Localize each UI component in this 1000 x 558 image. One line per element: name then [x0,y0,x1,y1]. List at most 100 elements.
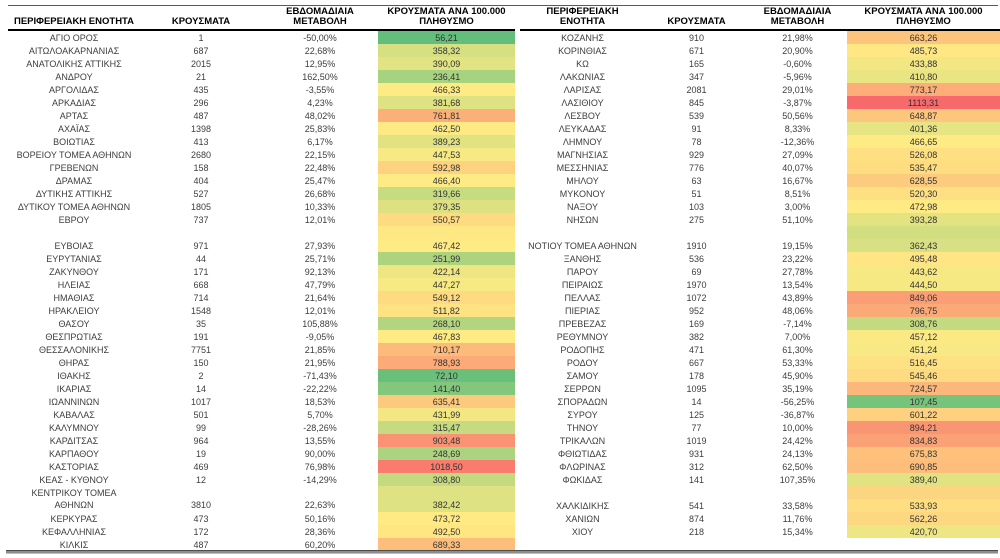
cell-cases: 671 [688,45,705,56]
cell-weekly-change: 25,47% [304,175,336,186]
cell-rate-per-100k: 251,99 [378,252,515,265]
cell-cases: 473 [193,513,209,524]
cell-rate-per-100k: 849,06 [847,291,1000,304]
cell-cases: 929 [688,149,705,160]
cell-cases: 51 [691,188,702,199]
cell-region: ΤΡΙΚΑΛΩΝ [559,435,606,446]
cell-rate-per-100k: 107,45 [847,395,1000,408]
cell-region: ΧΙΟΥ [571,526,594,537]
cell-cases: 971 [193,240,209,251]
cell-cases: 737 [193,214,209,225]
cell-weekly-change: 22,68% [304,45,336,56]
cell-rate-per-100k: 520,30 [847,187,1000,200]
cell-region: ΣΕΡΡΩΝ [564,383,601,394]
cell-rate-per-100k: 533,93 [847,499,1000,512]
spacer-cell [262,226,378,239]
cell-rate-per-100k: 410,80 [847,70,1000,83]
cell-weekly-change: 11,76% [782,513,813,524]
cell-cases: 1548 [190,305,212,316]
cell-weekly-change: -50,00% [303,32,337,43]
cell-cases: 78 [691,136,702,147]
cell-cases: 158 [193,162,209,173]
cell-cases: 296 [193,97,209,108]
cell-region: ΛΗΜΝΟΥ [562,136,603,147]
cell-region: ΑΡΓΟΛΙΔΑΣ [49,84,99,95]
cell-region: ΕΥΒΟΙΑΣ [54,240,94,251]
top-border-line [8,5,998,6]
cell-region: ΡΟΔΟΠΗΣ [560,344,605,355]
cell-region: ΡΕΘΥΜΝΟΥ [556,331,609,342]
cell-rate-per-100k: 447,53 [378,148,515,161]
cell-rate-per-100k: 467,83 [378,330,515,343]
cell-cases: 171 [193,266,209,277]
cell-region: ΜΗΛΟΥ [566,175,599,186]
spacer-rate-cell [378,226,515,239]
cell-region: ΠΡΕΒΕΖΑΣ [558,318,607,329]
spacer-cell [645,486,748,499]
cell-cases: 435 [193,84,209,95]
cell-region: ΙΚΑΡΙΑΣ [56,383,92,394]
cell-rate-per-100k: 236,41 [378,70,515,83]
cell-region: ΣΠΟΡΑΔΩΝ [557,396,608,407]
spacer-cell [748,486,847,499]
bottom-border-line [6,550,998,554]
cell-rate-per-100k: 788,93 [378,356,515,369]
cell-weekly-change: 48,02% [304,110,336,121]
cell-cases: 77 [691,422,702,433]
cell-rate-per-100k: 1018,50 [378,460,515,473]
cell-region: ΕΒΡΟΥ [58,214,90,225]
cell-weekly-change: 92,13% [304,266,336,277]
cell-weekly-change: 162,50% [302,71,338,82]
cell-cases: 2680 [190,149,212,160]
column-header-weekly-change: ΕΒΔΟΜΑΔΙΑΙΑ ΜΕΤΑΒΟΛΗ [262,6,378,31]
cell-region: ΤΗΝΟΥ [566,422,599,433]
cell-region: ΣΑΜΟΥ [566,370,599,381]
cell-weekly-change: 6,17% [307,136,333,147]
cell-rate-per-100k: 689,33 [378,538,515,551]
cell-weekly-change: 61,30% [782,344,813,355]
cell-rate-per-100k: 56,21 [378,31,515,44]
cell-cases: 141 [688,474,705,485]
cell-cases: 275 [688,214,705,225]
cell-rate-per-100k: 511,82 [378,304,515,317]
cell-rate-per-100k: 362,43 [847,239,1000,252]
cell-rate-per-100k: 381,68 [378,96,515,109]
cell-weekly-change: 27,09% [782,149,813,160]
cell-cases: 931 [688,448,705,459]
cell-rate-per-100k: 492,50 [378,525,515,538]
cell-cases: 63 [691,175,702,186]
cell-cases: 668 [193,279,209,290]
cell-weekly-change: -5,96% [783,71,812,82]
cell-region: ΦΩΚΙΔΑΣ [562,474,603,485]
cell-cases: 69 [691,266,702,277]
cell-cases: 910 [688,32,705,43]
cell-region: ΑΡΚΑΔΙΑΣ [51,97,97,108]
cell-cases: 687 [193,45,209,56]
spacer-cell [645,226,748,239]
cell-cases: 44 [195,253,206,264]
cell-rate-per-100k: 628,55 [847,174,1000,187]
cell-weekly-change: 48,06% [782,305,813,316]
cell-region: ΛΕΣΒΟΥ [564,110,601,121]
cell-region: ΚΑΡΔΙΤΣΑΣ [49,435,99,446]
cell-rate-per-100k: 473,72 [378,512,515,525]
cell-rate-per-100k: 447,27 [378,278,515,291]
cell-region: ΚΑΛΥΜΝΟΥ [48,422,100,433]
cell-cases: 165 [688,58,705,69]
cell-weekly-change: 18,53% [304,396,336,407]
cell-weekly-change: 53,33% [782,357,813,368]
cell-rate-per-100k: 724,57 [847,382,1000,395]
cell-weekly-change: -28,26% [303,422,337,433]
cell-weekly-change: 23,22% [782,253,813,264]
cell-weekly-change: 26,68% [304,188,336,199]
spacer-cell [8,226,140,239]
cell-rate-per-100k: 431,99 [378,408,515,421]
cell-rate-per-100k: 379,35 [378,200,515,213]
cell-region: ΞΑΝΘΗΣ [563,253,602,264]
cell-rate-per-100k: 1113,31 [847,96,1000,109]
cell-region: ΘΑΣΟΥ [58,318,90,329]
cell-rate-per-100k: 308,80 [378,473,515,486]
cell-rate-per-100k: 401,36 [847,122,1000,135]
cell-rate-per-100k: 390,09 [378,57,515,70]
